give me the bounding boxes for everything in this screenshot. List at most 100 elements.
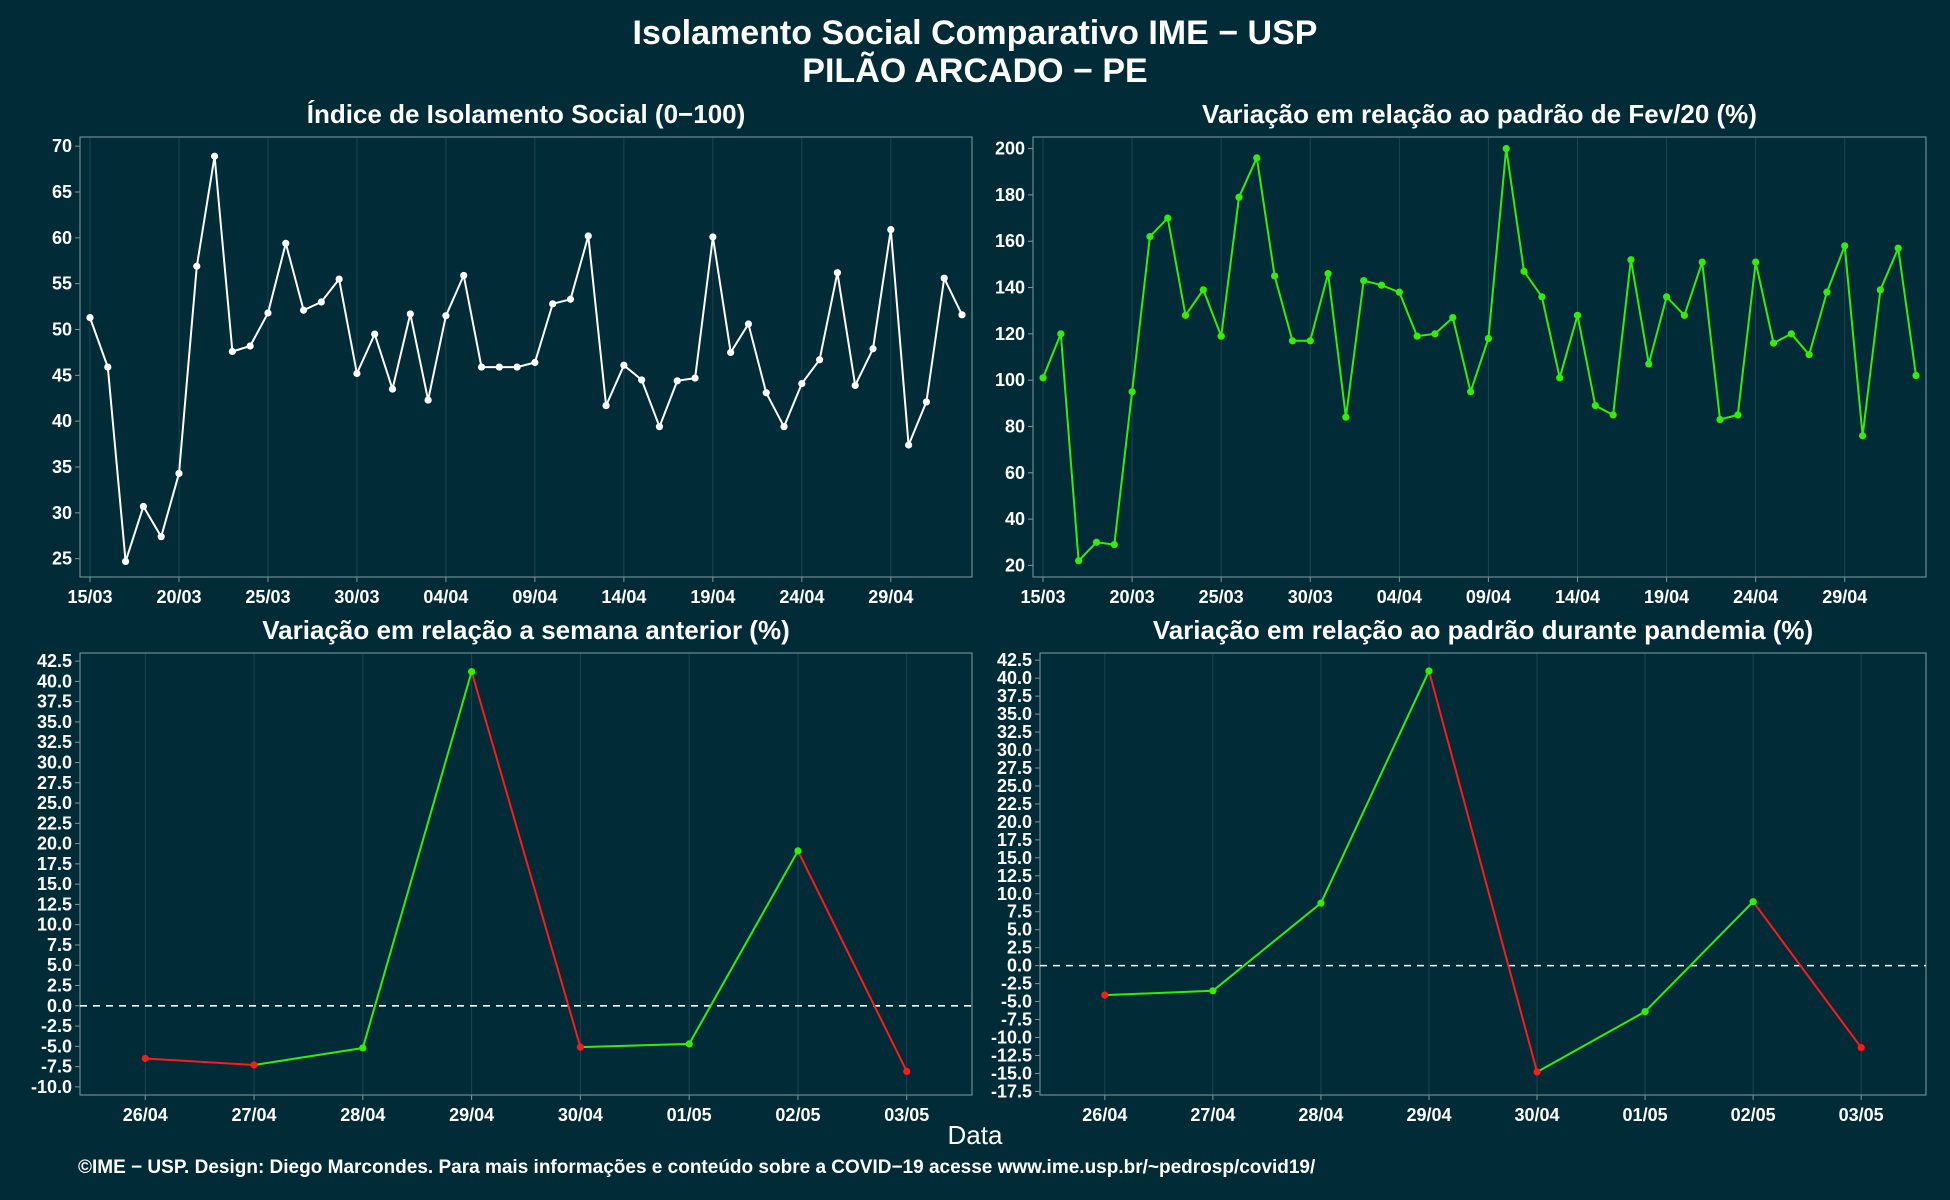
x-tick-label: 20/03 [156,587,201,607]
segment-decrease [470,671,582,1048]
data-point [691,374,699,382]
data-point [1092,538,1101,546]
plot-area [80,653,972,1095]
x-tick-label: 29/04 [868,587,913,607]
data-point [1662,293,1671,301]
data-point [442,312,450,320]
y-tick-label: -17.5 [991,1081,1032,1101]
data-point [1716,415,1724,424]
y-tick-label: 120 [995,324,1025,344]
plot-border [79,136,973,578]
x-tick-label: 27/04 [1190,1105,1235,1125]
segment-increase [580,1042,690,1049]
data-point [1199,286,1207,294]
y-tick-label: 2.5 [47,976,72,996]
data-point [794,847,802,855]
data-point [1217,332,1225,340]
y-tick-label: 100 [995,370,1025,390]
data-point [1538,293,1546,301]
x-tick-label: 02/05 [1731,1105,1776,1125]
data-point [566,295,575,303]
x-tick-label: 29/04 [1406,1105,1451,1125]
data-point [1360,276,1368,285]
data-point [1502,144,1510,153]
y-tick-label: 25 [52,549,72,569]
data-point [1894,244,1902,252]
data-point [299,306,308,314]
y-tick-label: 15.0 [997,848,1032,868]
y-tick-label: 32.5 [997,722,1032,742]
data-point [576,1043,584,1051]
y-tick-label: 5.0 [1007,920,1032,940]
x-tick-label: 28/04 [1298,1105,1343,1125]
x-tick-label: 24/04 [1733,587,1778,607]
data-point [798,379,806,388]
data-point [406,310,414,318]
data-point [549,300,557,308]
data-point [1057,330,1065,338]
y-tick-label: 80 [1005,416,1025,436]
data-point [1317,899,1325,907]
series-line [1042,148,1917,564]
data-point [620,361,628,369]
plot-area [80,137,972,577]
data-point [1591,402,1599,410]
y-tick-label: 2.5 [1007,938,1032,958]
data-point [513,363,521,371]
x-tick-label: 30/03 [1288,587,1333,607]
data-point [922,398,931,406]
x-tick-label: 26/04 [1082,1105,1127,1125]
y-tick-label: 10.0 [37,915,72,935]
segment-increase [1644,900,1754,1013]
y-tick-label: 7.5 [47,935,72,955]
data-point [1680,311,1688,319]
data-point [584,232,592,240]
x-tick-label: 26/04 [123,1105,168,1125]
data-point [353,369,361,378]
data-point [869,345,877,353]
data-point [1449,314,1457,322]
x-tick-label: 28/04 [340,1105,385,1125]
x-tick-label: 25/03 [245,587,290,607]
panel-title: Índice de Isolamento Social (0−100) [307,99,746,129]
panel-title: Variação em relação ao padrão durante pa… [1153,615,1813,645]
x-tick-label: 27/04 [232,1105,277,1125]
y-tick-label: 10.0 [997,884,1032,904]
x-tick-label: 24/04 [779,587,824,607]
data-point [1749,898,1757,906]
data-point [1520,267,1528,275]
y-tick-label: 60 [52,228,72,248]
y-tick-label: 27.5 [997,758,1032,778]
x-tick-label: 04/04 [423,587,468,607]
y-tick-label: 160 [995,231,1025,251]
data-point [1164,214,1172,222]
data-point [958,311,966,319]
data-point [477,363,486,371]
y-tick-label: 12.5 [37,894,72,914]
y-tick-label: 37.5 [37,692,72,712]
y-tick-label: 60 [1005,463,1025,483]
y-tick-label: 12.5 [997,866,1032,886]
y-tick-label: 45 [52,365,72,385]
data-point [210,152,219,160]
y-tick-label: 22.5 [37,813,72,833]
segment-decrease [1752,901,1862,1049]
panel-isolation-index: Índice de Isolamento Social (0−100) 15/03… [52,99,973,607]
data-point [1342,413,1350,421]
data-point [1324,270,1332,278]
data-point [1209,987,1217,995]
y-tick-label: 200 [995,139,1025,159]
x-tick-label: 30/03 [334,587,379,607]
x-tick-label: 03/05 [884,1105,929,1125]
y-tick-label: 30 [52,503,72,523]
data-point [264,309,272,317]
data-point [602,401,610,410]
y-tick-label: -2.5 [41,1016,72,1036]
data-point [246,342,254,350]
data-point [228,347,236,356]
x-tick-label: 30/04 [1515,1105,1560,1125]
y-tick-label: 35 [52,457,72,477]
data-point [1253,154,1261,162]
data-point [1556,374,1564,382]
segment-decrease [145,1057,255,1066]
